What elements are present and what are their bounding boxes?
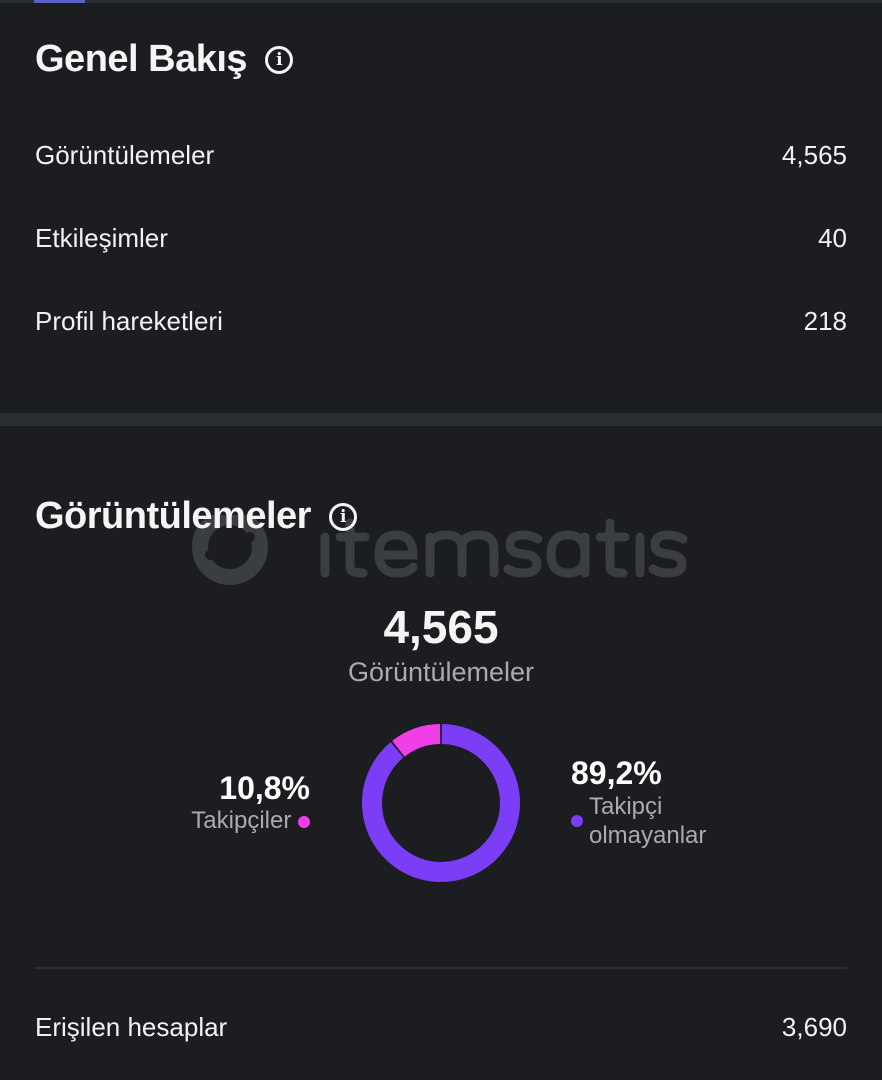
overview-title: Genel Bakış i — [35, 38, 294, 81]
row-value: 40 — [818, 223, 847, 253]
overview-row-views[interactable]: Görüntülemeler 4,565 — [35, 140, 847, 171]
views-title: Görüntülemeler i — [35, 495, 357, 538]
nonfollowers-label-line2: olmayanlar — [589, 822, 707, 849]
nonfollowers-percent: 89,2% — [571, 755, 662, 791]
reached-accounts-row[interactable]: Erişilen hesaplar 3,690 — [35, 1012, 847, 1043]
views-title-text: Görüntülemeler — [35, 495, 311, 537]
row-label: Etkileşimler — [35, 223, 168, 253]
nonfollowers-label-line1: Takipçi — [589, 793, 663, 820]
donut-segment-nonfollowers — [362, 724, 520, 882]
views-donut-chart — [362, 724, 520, 882]
views-total: 4,565 — [383, 601, 499, 653]
legend-followers: 10,8% Takipçiler — [191, 770, 310, 835]
followers-label: Takipçiler — [191, 807, 292, 834]
tab-indicator — [34, 0, 85, 3]
nonfollowers-dot — [571, 815, 583, 827]
watermark-logo — [192, 515, 688, 585]
row-value: 4,565 — [781, 140, 847, 170]
views-total-label: Görüntülemeler — [347, 657, 535, 687]
overview-row-profile-activity[interactable]: Profil hareketleri 218 — [35, 306, 847, 337]
followers-percent: 10,8% — [219, 770, 310, 806]
overview-title-text: Genel Bakış — [35, 38, 248, 80]
info-icon[interactable]: i — [328, 502, 357, 531]
row-label: Profil hareketleri — [35, 306, 223, 336]
row-label: Görüntülemeler — [35, 140, 215, 170]
section-separator — [0, 413, 882, 426]
overview-row-interactions[interactable]: Etkileşimler 40 — [35, 223, 847, 254]
legend-nonfollowers: 89,2% Takipçi olmayanlar — [571, 755, 706, 850]
row-value: 3,690 — [781, 1012, 847, 1042]
info-icon[interactable]: i — [265, 45, 294, 74]
row-value: 218 — [803, 306, 847, 336]
donut-segment-followers — [392, 724, 441, 757]
divider — [35, 967, 847, 969]
row-label: Erişilen hesaplar — [35, 1012, 228, 1042]
followers-dot — [298, 816, 310, 828]
top-tab-bar — [0, 0, 882, 3]
